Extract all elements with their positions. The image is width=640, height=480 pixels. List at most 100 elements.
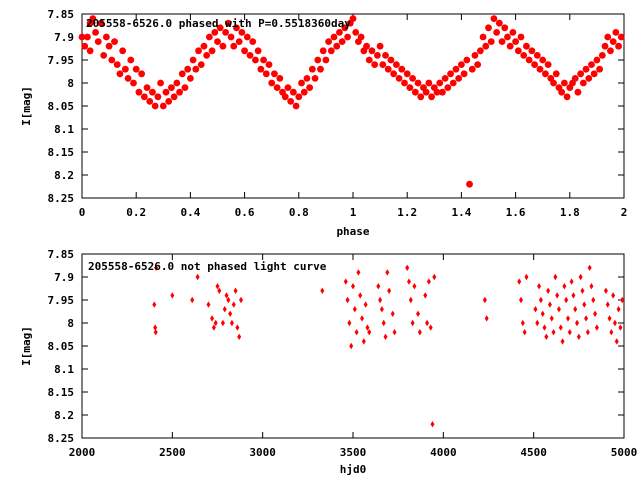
y-tick-label: 8.15	[48, 146, 75, 159]
data-point	[203, 52, 211, 59]
data-point	[517, 278, 522, 285]
chart-title: 205558-6526.0 phased with P=0.5518360day	[86, 17, 351, 30]
data-point	[525, 56, 533, 64]
data-point	[439, 88, 446, 96]
data-point	[252, 56, 259, 64]
data-point	[214, 38, 221, 45]
y-axis-label: I[mag]	[20, 326, 33, 366]
data-point	[615, 42, 622, 50]
data-point	[593, 310, 598, 317]
y-tick-label: 7.95	[48, 294, 75, 307]
data-point	[562, 283, 567, 290]
data-point	[351, 283, 355, 290]
data-point	[387, 56, 395, 64]
data-point	[495, 19, 503, 27]
data-point	[306, 84, 314, 91]
data-point	[257, 65, 265, 73]
data-point	[205, 33, 213, 41]
data-point	[138, 70, 146, 78]
data-point	[322, 56, 330, 64]
data-point	[555, 292, 560, 299]
data-point	[471, 52, 479, 59]
data-point	[211, 29, 219, 36]
data-point	[520, 52, 528, 59]
data-point	[563, 93, 571, 101]
data-point	[333, 42, 341, 50]
data-point	[607, 315, 612, 322]
data-point	[262, 70, 270, 78]
x-tick-label: 4000	[430, 446, 457, 459]
data-point	[376, 42, 384, 50]
data-point	[295, 93, 303, 101]
data-point	[190, 296, 195, 304]
data-point	[358, 292, 363, 299]
data-point	[121, 65, 129, 73]
y-tick-label: 7.9	[54, 31, 74, 44]
data-point	[612, 319, 617, 327]
chart-title: 205558-6526.0 not phased light curve	[88, 260, 327, 273]
data-point	[589, 283, 594, 290]
data-point	[260, 56, 267, 64]
data-point	[298, 79, 305, 87]
data-point	[246, 52, 254, 59]
data-point	[238, 296, 243, 304]
data-point	[573, 306, 578, 313]
data-point	[360, 315, 365, 322]
data-point	[533, 52, 541, 59]
y-tick-label: 7.85	[48, 8, 75, 21]
y-tick-label: 8.05	[48, 100, 75, 113]
data-point	[484, 315, 489, 322]
data-point	[463, 56, 471, 64]
data-point	[249, 38, 257, 45]
data-point	[585, 75, 593, 82]
data-point	[542, 324, 547, 331]
data-point	[609, 329, 614, 336]
data-point	[356, 269, 361, 276]
data-point	[300, 88, 308, 96]
data-point	[292, 102, 300, 110]
data-point	[387, 287, 392, 294]
data-point	[173, 79, 181, 87]
data-point	[535, 319, 540, 327]
data-point	[476, 47, 484, 55]
data-point	[447, 70, 454, 78]
data-point	[620, 296, 625, 304]
data-point	[235, 324, 240, 331]
data-point	[383, 333, 388, 340]
data-point	[590, 70, 598, 78]
data-point	[575, 319, 580, 327]
data-point	[170, 292, 175, 299]
data-point	[381, 319, 386, 327]
data-point	[390, 310, 395, 317]
data-point	[284, 84, 292, 91]
data-point	[143, 84, 151, 91]
data-point	[417, 329, 422, 336]
data-point	[238, 29, 246, 36]
data-point	[449, 79, 457, 87]
x-tick-label: 1.4	[451, 206, 471, 219]
data-point	[157, 79, 164, 87]
data-point	[281, 93, 289, 101]
data-point	[490, 15, 498, 22]
y-tick-label: 8.2	[54, 409, 74, 422]
data-point	[224, 19, 232, 27]
data-point	[314, 56, 322, 64]
data-point	[210, 315, 215, 322]
data-point	[506, 42, 514, 50]
data-point	[338, 38, 346, 45]
data-point	[130, 79, 137, 87]
data-point	[184, 65, 192, 73]
data-point	[455, 75, 463, 82]
data-point	[582, 301, 587, 308]
data-point	[474, 61, 482, 68]
data-point	[153, 324, 158, 331]
data-point	[410, 319, 415, 327]
data-point	[485, 24, 492, 32]
data-point	[197, 61, 205, 68]
data-point	[479, 33, 487, 41]
x-tick-label: 0	[79, 206, 86, 219]
data-point	[546, 287, 551, 294]
data-point	[347, 319, 352, 327]
data-point	[587, 264, 592, 271]
